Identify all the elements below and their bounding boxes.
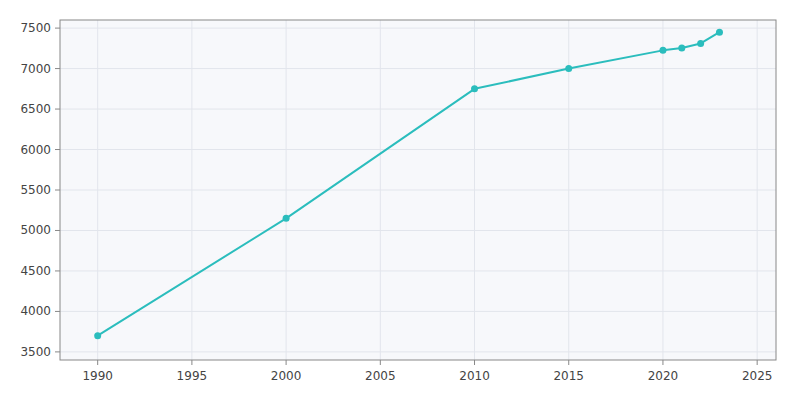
plot-background: [60, 20, 776, 360]
grid: [60, 20, 776, 360]
chart: 1990 1995 2000 2005 2010 2015 2020 2025 3500 4000…: [0, 0, 800, 400]
tick-label-y: 4000: [20, 304, 51, 318]
tick-x: [380, 360, 381, 365]
grid-line-y: [60, 230, 776, 231]
tick-y: [55, 190, 60, 191]
tick-y: [55, 28, 60, 29]
tick-label-x: 2010: [459, 369, 490, 383]
point: [94, 332, 101, 339]
tick-x: [286, 360, 287, 365]
tick-label-x: 2025: [742, 369, 773, 383]
point: [678, 44, 685, 51]
point: [471, 85, 478, 92]
tick-label-y: 7000: [20, 62, 51, 76]
point: [697, 40, 704, 47]
tick-label-y: 6500: [20, 102, 51, 116]
tick-label-x: 1990: [82, 369, 113, 383]
tick-y: [55, 68, 60, 69]
line: [98, 32, 720, 336]
tick-x: [97, 360, 98, 365]
point: [659, 47, 666, 54]
tick-label-y: 5000: [20, 223, 51, 237]
tick-label-y: 4500: [20, 264, 51, 278]
tick-x: [191, 360, 192, 365]
tick-label-x: 2000: [271, 369, 302, 383]
tick-x: [474, 360, 475, 365]
tick-label-x: 2020: [648, 369, 679, 383]
tick-y: [55, 109, 60, 110]
tick-label-x: 1995: [177, 369, 208, 383]
tick-label-x: 2005: [365, 369, 396, 383]
tick-x: [662, 360, 663, 365]
tick-label-y: 3500: [20, 345, 51, 359]
tick-label-y: 5500: [20, 183, 51, 197]
grid-line-y: [60, 68, 776, 69]
tick-y: [55, 311, 60, 312]
grid-line-y: [60, 109, 776, 110]
chart-container: 1990 1995 2000 2005 2010 2015 2020 2025 3500 4000…: [0, 0, 800, 400]
grid-line-y: [60, 190, 776, 191]
point: [283, 215, 290, 222]
plot-frame: [60, 20, 776, 360]
tick-label-x: 2015: [553, 369, 584, 383]
tick-y: [55, 270, 60, 271]
tick-x: [568, 360, 569, 365]
point: [565, 65, 572, 72]
grid-line-y: [60, 270, 776, 271]
grid-line-y: [60, 28, 776, 29]
tick-label-y: 6000: [20, 143, 51, 157]
series: [94, 29, 723, 340]
axes: 1990 1995 2000 2005 2010 2015 2020 2025 3500 4000…: [20, 21, 772, 383]
point: [716, 29, 723, 36]
tick-y: [55, 351, 60, 352]
grid-line-y: [60, 351, 776, 352]
grid-line-y: [60, 311, 776, 312]
tick-y: [55, 149, 60, 150]
tick-y: [55, 230, 60, 231]
grid-line-y: [60, 149, 776, 150]
tick-x: [757, 360, 758, 365]
tick-label-y: 7500: [20, 21, 51, 35]
